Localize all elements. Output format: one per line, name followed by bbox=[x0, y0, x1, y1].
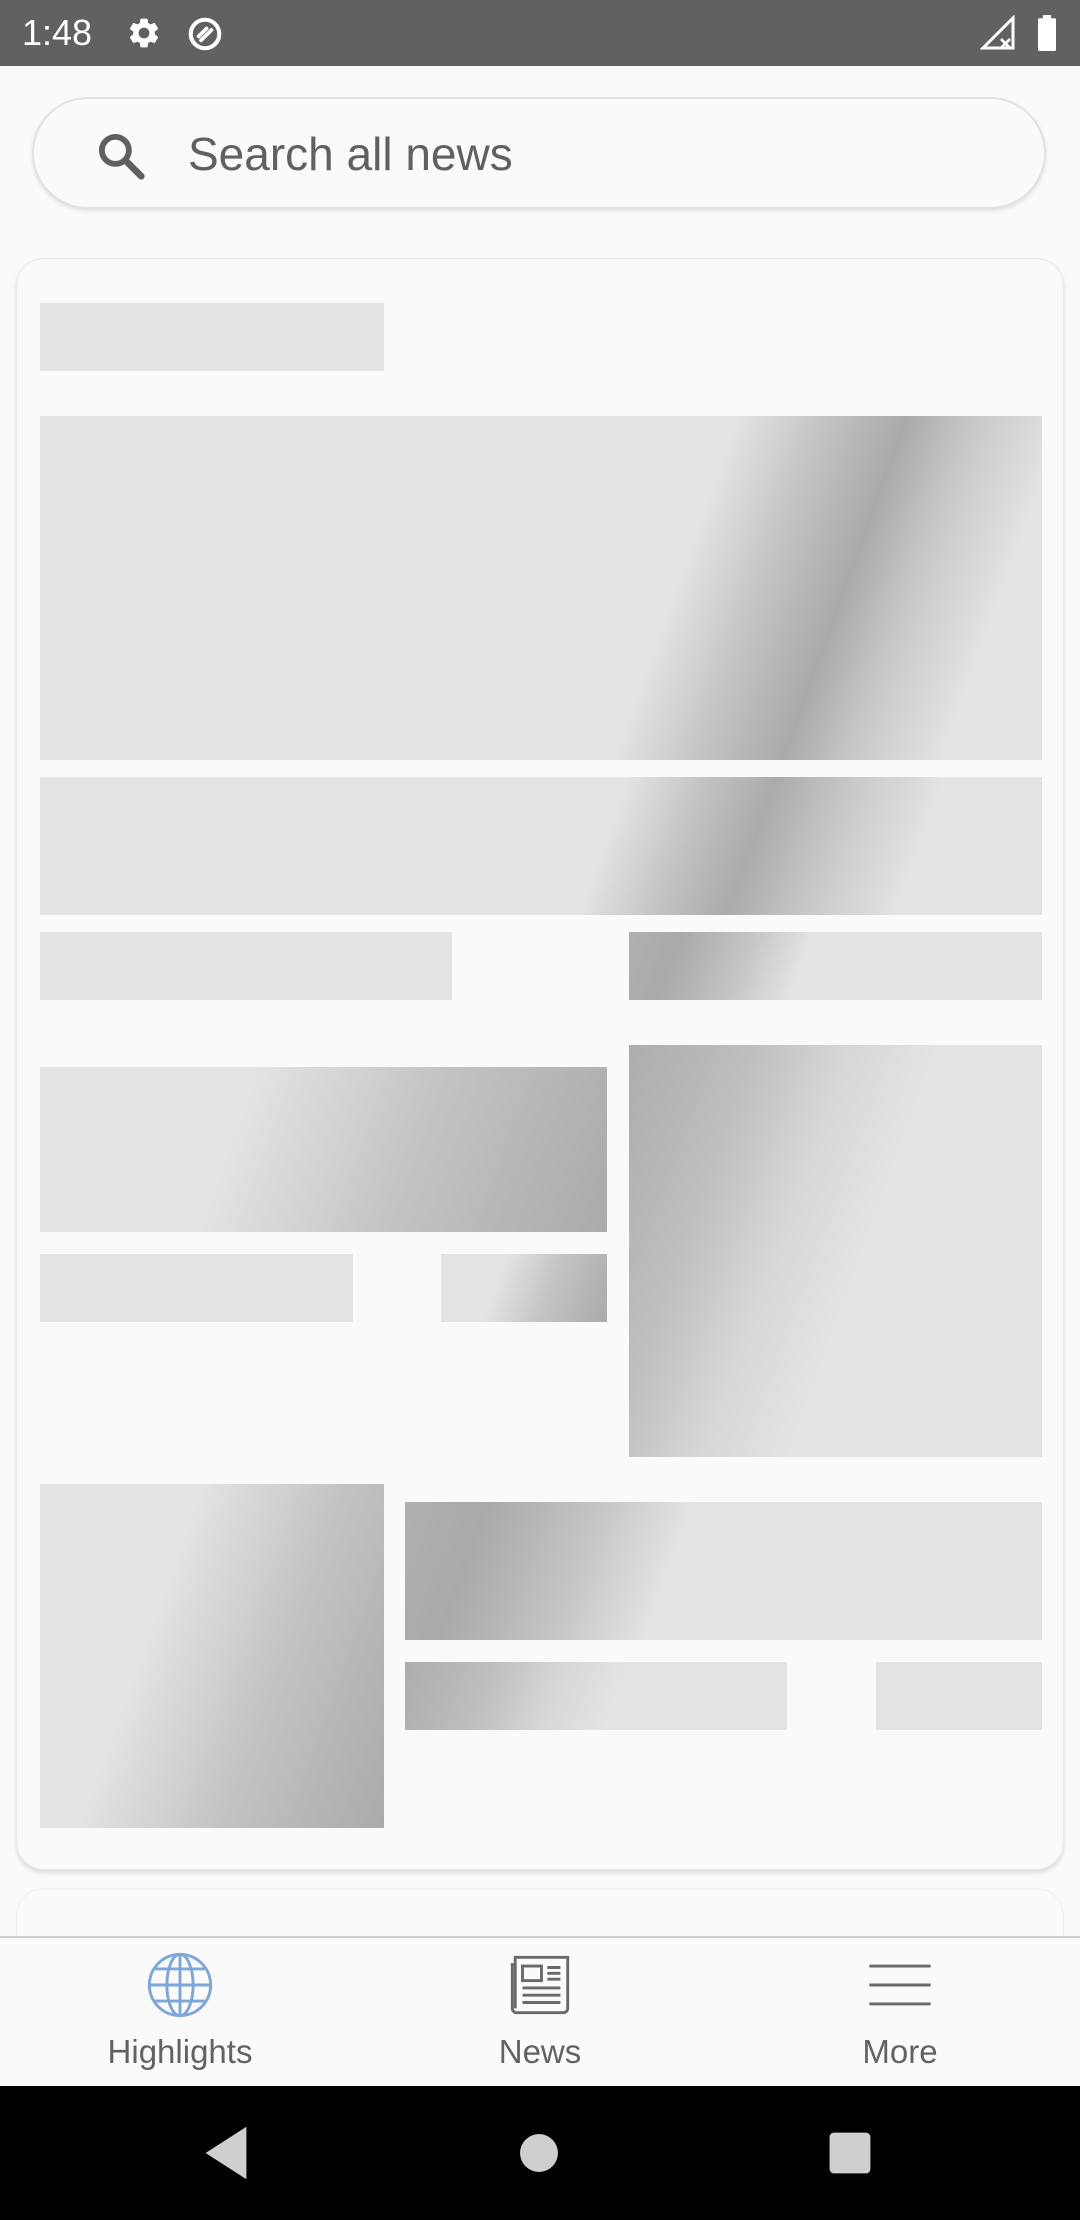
skeleton-source bbox=[40, 932, 452, 1000]
nav-more-label: More bbox=[862, 2033, 938, 2070]
nav-more[interactable]: More bbox=[720, 1938, 1080, 2086]
bottom-navigation: Highlights News More bbox=[0, 1936, 1080, 2086]
status-time: 1:48 bbox=[22, 12, 93, 53]
newspaper-icon bbox=[505, 1950, 575, 2025]
news-card-skeleton bbox=[16, 258, 1064, 1870]
signal-icon bbox=[979, 14, 1016, 56]
recents-icon[interactable] bbox=[815, 2118, 885, 2188]
skeleton-story-source bbox=[40, 1254, 353, 1322]
search-bar[interactable] bbox=[32, 97, 1046, 209]
status-bar: 1:48 bbox=[0, 0, 1080, 66]
skeleton-headline bbox=[40, 777, 1042, 915]
skeleton-story-title bbox=[40, 1067, 607, 1232]
skeleton-item-title bbox=[405, 1502, 1042, 1640]
globe-icon bbox=[145, 1950, 215, 2025]
skeleton-hero-image bbox=[40, 416, 1042, 760]
skeleton-story-image bbox=[629, 1045, 1042, 1457]
data-saver-icon bbox=[186, 15, 224, 58]
back-icon[interactable] bbox=[191, 2118, 261, 2188]
battery-icon bbox=[1036, 15, 1058, 56]
skeleton-story-time bbox=[441, 1254, 607, 1322]
nav-news-label: News bbox=[498, 2033, 582, 2070]
skeleton-thumbnail bbox=[40, 1484, 384, 1828]
skeleton-item-time bbox=[876, 1662, 1042, 1730]
search-input[interactable] bbox=[186, 121, 990, 187]
gear-icon bbox=[126, 15, 162, 56]
skeleton-timestamp bbox=[629, 932, 1042, 1000]
skeleton-item-source bbox=[405, 1662, 787, 1730]
nav-highlights-label: Highlights bbox=[107, 2033, 253, 2070]
menu-icon bbox=[865, 1950, 935, 2025]
nav-news[interactable]: News bbox=[360, 1938, 720, 2086]
system-navigation-bar bbox=[0, 2086, 1080, 2220]
skeleton-heading bbox=[40, 303, 384, 371]
search-icon bbox=[94, 129, 148, 188]
home-icon[interactable] bbox=[504, 2118, 574, 2188]
nav-highlights[interactable]: Highlights bbox=[0, 1938, 360, 2086]
